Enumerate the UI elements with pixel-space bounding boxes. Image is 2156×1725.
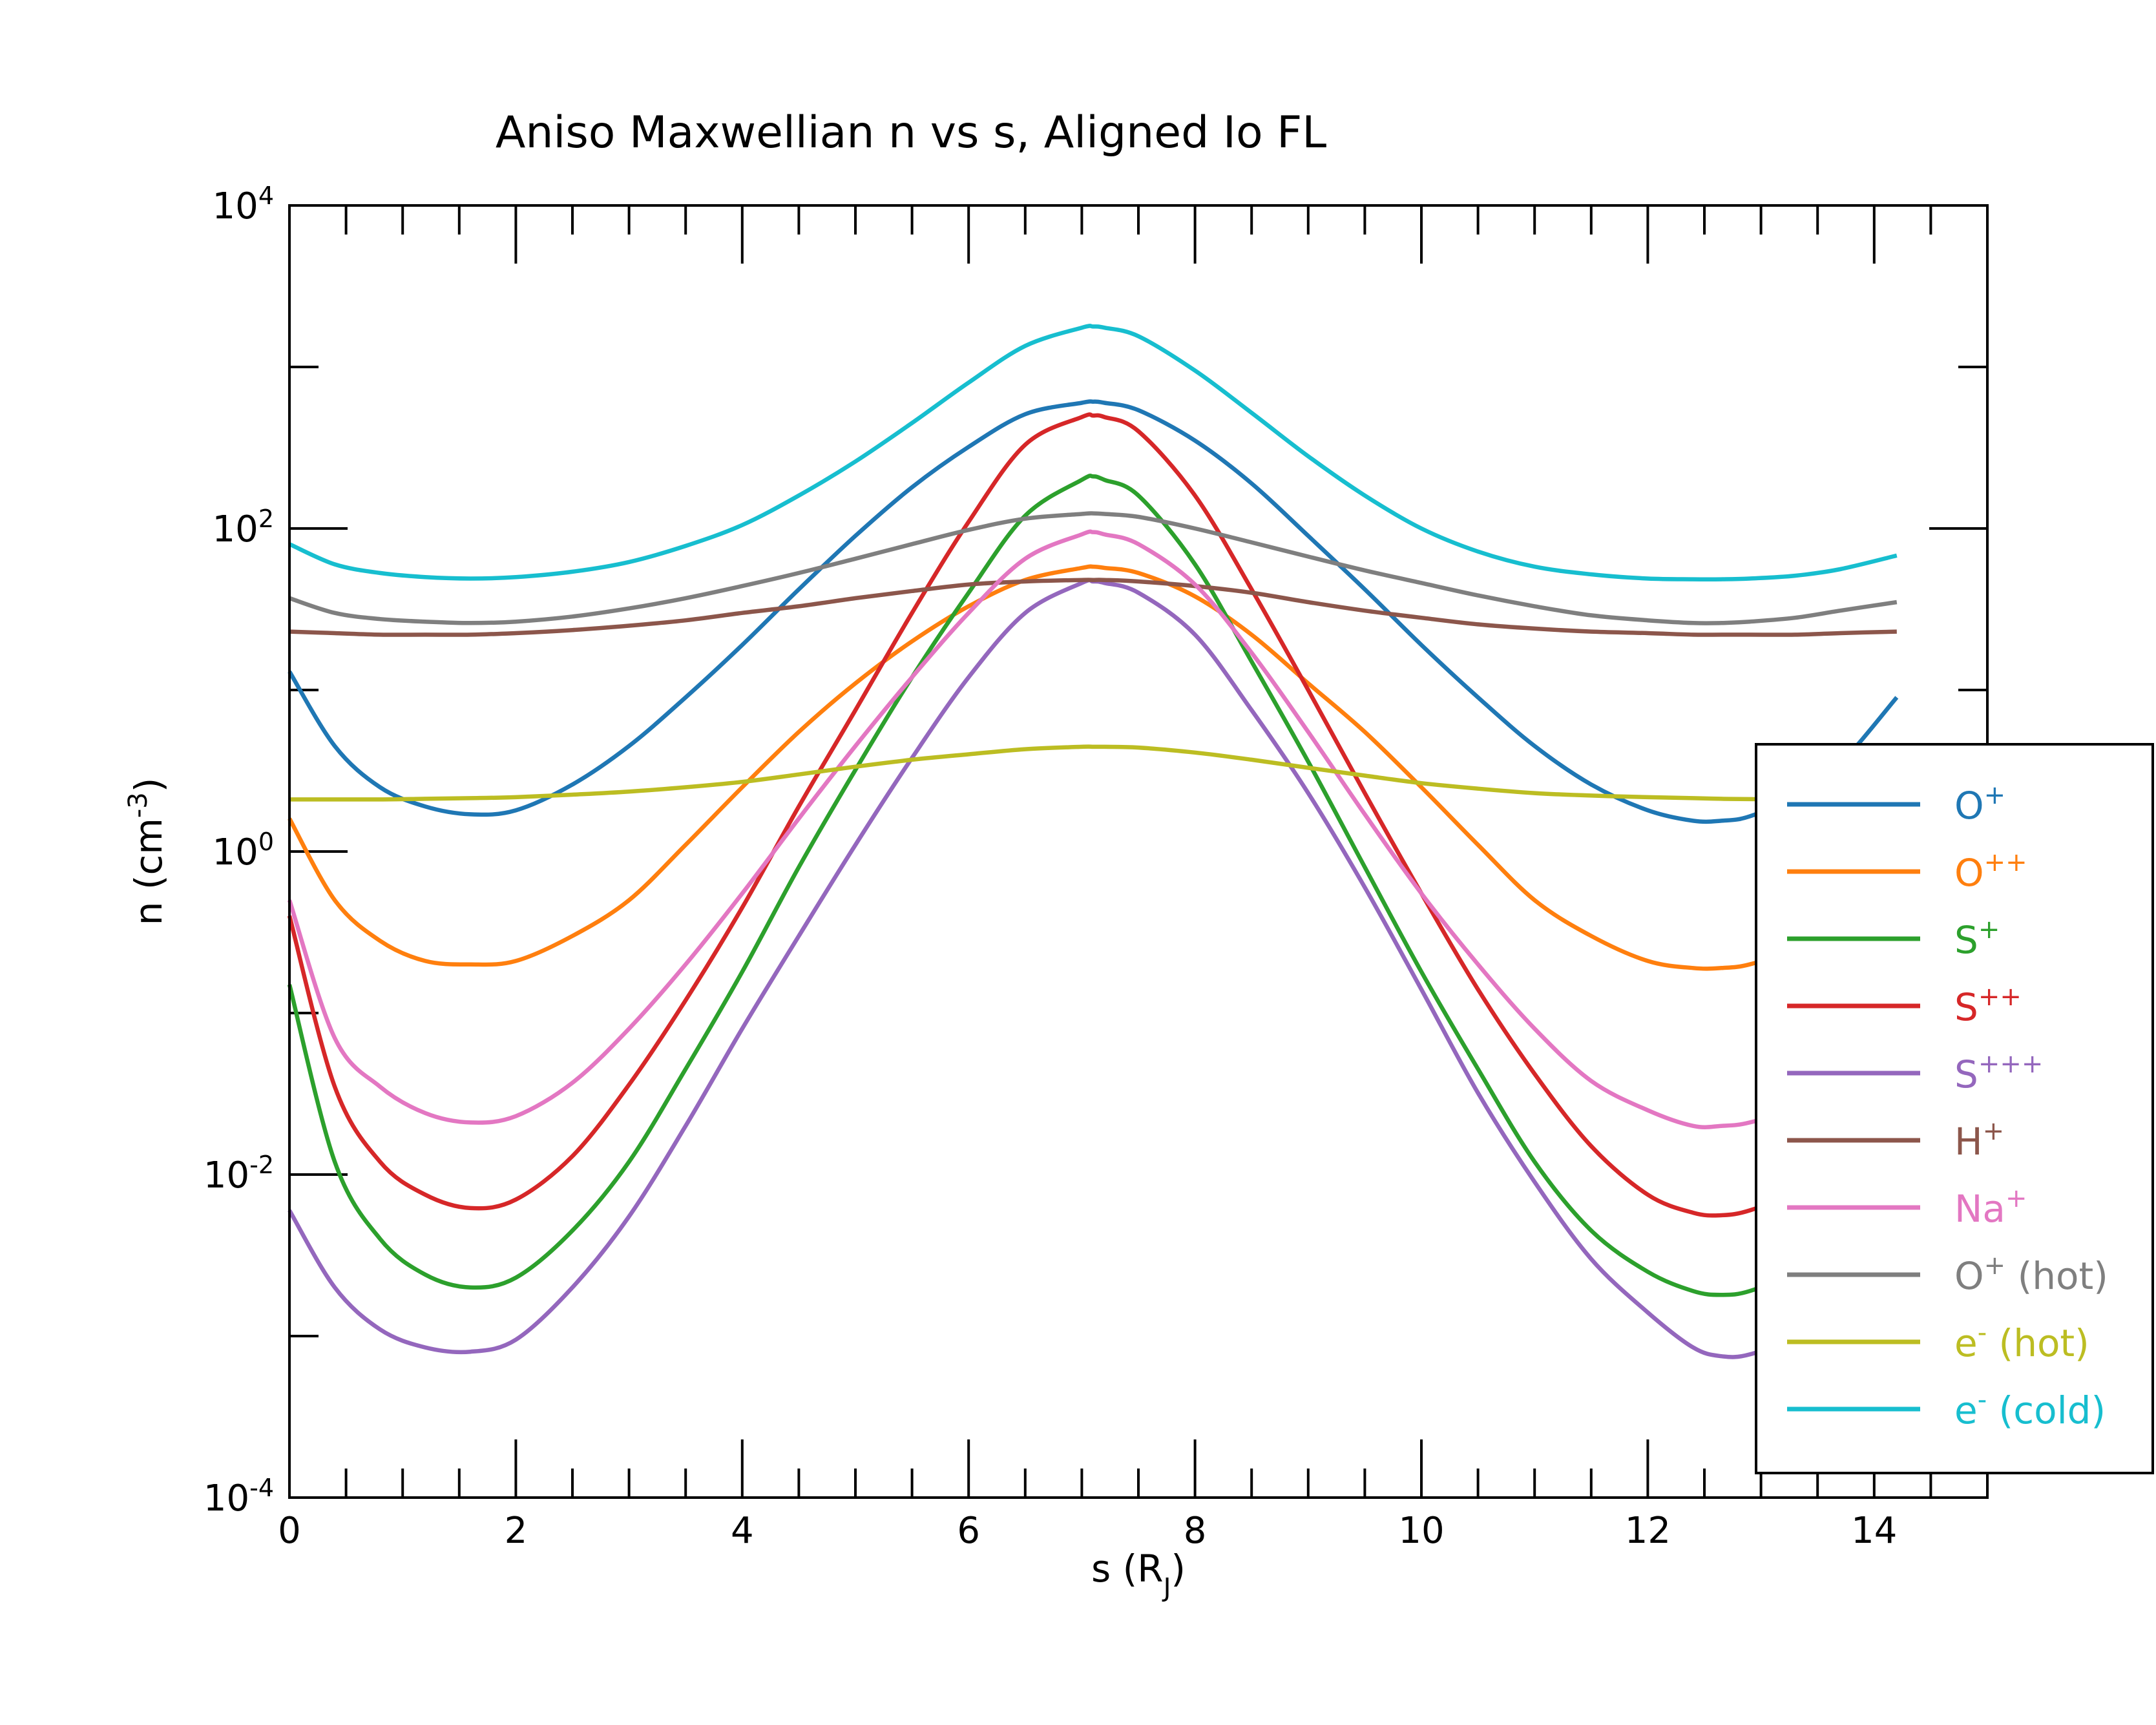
x-axis-tick-labels: 0 2 4 6 8 10 12 14 xyxy=(278,1510,1897,1552)
x-tick-label: 8 xyxy=(1184,1510,1207,1552)
legend: O+ O++ S+ S++ S+++ H+ Na+ O+ (hot) e- (hot) e- (c… xyxy=(1755,743,2154,1474)
x-axis-label: s (RJ) xyxy=(1091,1547,1186,1603)
y-tick-label: 104 xyxy=(213,182,274,227)
legend-items: O+ O++ S+ S++ S+++ H+ Na+ O+ (hot) e- (hot) e- (c… xyxy=(1787,780,2108,1432)
x-tick-label: 14 xyxy=(1851,1510,1897,1552)
x-tick-label: 2 xyxy=(505,1510,528,1552)
x-tick-label: 4 xyxy=(731,1510,754,1552)
y-axis-tick-labels: 10-4 10-2 100 102 104 xyxy=(204,182,274,1520)
series-line-8 xyxy=(289,744,1897,802)
series-line-1 xyxy=(288,564,1898,971)
legend-label: e- (hot) xyxy=(1954,1318,2089,1365)
legend-label: S+++ xyxy=(1954,1049,2043,1096)
y-tick-label: 102 xyxy=(213,505,274,550)
chart-title: Aniso Maxwellian n vs s, Aligned Io FL xyxy=(496,107,1326,158)
legend-label: e- (cold) xyxy=(1954,1385,2106,1432)
legend-label: O++ xyxy=(1954,848,2027,895)
series-line-5 xyxy=(289,578,1897,637)
y-axis-ticks xyxy=(289,204,1987,1499)
legend-label: S++ xyxy=(1954,982,2022,1029)
x-axis-ticks xyxy=(288,205,1989,1498)
series-line-4 xyxy=(288,578,1899,1359)
y-tick-label: 10-2 xyxy=(204,1151,274,1197)
x-tick-label: 10 xyxy=(1398,1510,1444,1552)
series-line-7 xyxy=(288,511,1898,625)
plot-lines xyxy=(287,324,1899,1359)
series-line-2 xyxy=(287,474,1899,1297)
plot-frame xyxy=(288,204,1989,1499)
x-tick-label: 12 xyxy=(1625,1510,1671,1552)
series-line-6 xyxy=(287,529,1899,1129)
legend-label: S+ xyxy=(1954,915,2000,962)
y-tick-label: 100 xyxy=(213,828,274,873)
y-axis-label: n (cm-3) xyxy=(123,778,171,926)
series-line-9 xyxy=(288,324,1898,581)
legend-label: O+ xyxy=(1954,780,2005,828)
legend-label: O+ (hot) xyxy=(1954,1251,2108,1298)
legend-box xyxy=(1755,743,2154,1474)
x-tick-label: 0 xyxy=(278,1510,301,1552)
x-tick-label: 6 xyxy=(957,1510,980,1552)
series-line-3 xyxy=(287,412,1899,1218)
legend-label: H+ xyxy=(1954,1116,2004,1164)
legend-label: Na+ xyxy=(1954,1184,2027,1231)
series-line-0 xyxy=(288,399,1899,824)
y-tick-label: 10-4 xyxy=(204,1474,274,1520)
